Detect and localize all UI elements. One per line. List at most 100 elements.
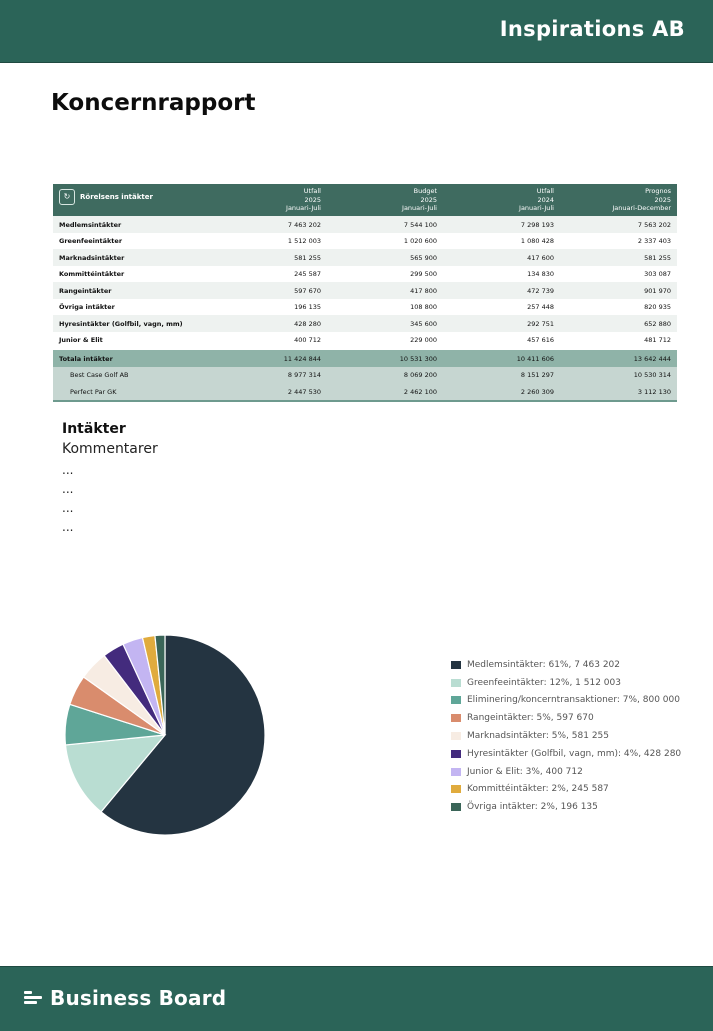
cell-value: 597 670 — [294, 286, 321, 295]
legend-label: Rangeintäkter: 5%, 597 670 — [467, 713, 594, 724]
row-label: Hyresintäkter (Golfbil, vagn, mm) — [59, 319, 183, 328]
table-title-cell: ↻ Rörelsens intäkter — [59, 188, 153, 206]
row-label: Greenfeeintäkter — [59, 237, 123, 245]
cell-value: 2 462 100 — [403, 387, 437, 396]
total-row: Totala intäkter 11 424 844 10 531 300 10… — [53, 350, 677, 367]
column-header-line: Januari-Juli — [286, 204, 321, 212]
cell-value: 1 512 003 — [287, 237, 321, 245]
logo-icon — [24, 990, 42, 1006]
cell-value: 417 600 — [527, 253, 554, 262]
cell-value: 3 112 130 — [637, 387, 671, 396]
cell-value: 400 712 — [294, 336, 321, 344]
cell-value: 196 135 — [294, 303, 321, 311]
revenue-table: ↻ Rörelsens intäkter Utfall 2025 Januari… — [53, 184, 677, 402]
cell-value: 229 000 — [410, 336, 437, 344]
cell-value: 8 069 200 — [403, 371, 437, 379]
row-label: Kommittéintäkter — [59, 270, 125, 278]
column-header: Utfall 2024 Januari-Juli — [484, 187, 554, 213]
legend-label: Övriga intäkter: 2%, 196 135 — [467, 802, 598, 813]
cell-value: 820 935 — [644, 303, 671, 311]
cell-value: 345 600 — [410, 319, 437, 328]
legend-label: Hyresintäkter (Golfbil, vagn, mm): 4%, 4… — [467, 748, 682, 759]
cell-value: 1 020 600 — [403, 237, 437, 245]
row-label: Perfect Par GK — [70, 387, 117, 396]
table-row: Junior & Elit 400 712 229 000 457 616 48… — [53, 331, 677, 348]
legend-swatch — [451, 732, 461, 741]
legend-swatch — [451, 678, 461, 687]
revenue-pie-chart — [64, 634, 266, 836]
table-title: Rörelsens intäkter — [80, 193, 153, 201]
cell-value: 10 411 606 — [516, 354, 554, 363]
legend-item: Junior & Elit: 3%, 400 712 — [451, 763, 681, 781]
subsidiary-row: Best Case Golf AB 8 977 314 8 069 200 8 … — [53, 366, 677, 383]
cell-value: 299 500 — [410, 270, 437, 278]
row-label: Övriga intäkter — [59, 303, 115, 311]
cell-value: 417 800 — [410, 286, 437, 295]
legend-swatch — [451, 785, 461, 794]
column-header-line: Budget — [413, 187, 437, 195]
legend-item: Greenfeeintäkter: 12%, 1 512 003 — [451, 674, 681, 692]
cell-value: 8 977 314 — [287, 371, 321, 379]
column-header-line: 2024 — [537, 195, 554, 204]
column-header: Prognos 2025 Januari-December — [571, 187, 671, 213]
cell-value: 565 900 — [410, 253, 437, 262]
legend-label: Greenfeeintäkter: 12%, 1 512 003 — [467, 677, 621, 688]
legend-label: Marknadsintäkter: 5%, 581 255 — [467, 731, 609, 742]
table-row: Rangeintäkter 597 670 417 800 472 739 90… — [53, 282, 677, 299]
legend-label: Eliminering/koncerntransaktioner: 7%, 80… — [467, 695, 680, 706]
row-label: Totala intäkter — [59, 354, 113, 363]
legend-swatch — [451, 803, 461, 812]
cell-value: 13 642 444 — [633, 354, 671, 363]
column-header-line: 2025 — [420, 195, 437, 204]
legend-item: Eliminering/koncerntransaktioner: 7%, 80… — [451, 692, 681, 710]
column-header-line: Utfall — [536, 187, 554, 195]
refresh-icon: ↻ — [59, 189, 75, 205]
cell-value: 428 280 — [294, 319, 321, 328]
company-name: Inspirations AB — [499, 17, 685, 41]
legend-swatch — [451, 660, 461, 669]
subsidiary-row: Perfect Par GK 2 447 530 2 462 100 2 260… — [53, 383, 677, 402]
cell-value: 10 531 300 — [399, 354, 437, 363]
legend-swatch — [451, 767, 461, 776]
legend-item: Marknadsintäkter: 5%, 581 255 — [451, 727, 681, 745]
cell-value: 581 255 — [294, 253, 321, 262]
cell-value: 7 463 202 — [287, 220, 321, 229]
cell-value: 2 447 530 — [287, 387, 321, 396]
pie-slice — [154, 634, 166, 736]
brand-name: Business Board — [50, 986, 227, 1010]
business-board-logo: Business Board — [24, 986, 226, 1010]
column-header-line: 2025 — [304, 195, 321, 204]
cell-value: 481 712 — [644, 336, 671, 344]
column-header: Budget 2025 Januari-Juli — [367, 187, 437, 213]
cell-value: 292 751 — [527, 319, 554, 328]
table-row: Övriga intäkter 196 135 108 800 257 448 … — [53, 298, 677, 315]
comment-placeholder: ... — [62, 482, 74, 496]
cell-value: 581 255 — [644, 253, 671, 262]
report-footer: Business Board — [0, 966, 713, 1031]
column-header: Utfall 2025 Januari-Juli — [251, 187, 321, 213]
report-header: Inspirations AB — [0, 0, 713, 63]
legend-label: Junior & Elit: 3%, 400 712 — [467, 766, 583, 777]
column-header-line: Januari-December — [612, 204, 671, 212]
pie-slice — [64, 734, 167, 813]
legend-item: Rangeintäkter: 5%, 597 670 — [451, 709, 681, 727]
row-label: Marknadsintäkter — [59, 253, 125, 262]
legend-item: Hyresintäkter (Golfbil, vagn, mm): 4%, 4… — [451, 745, 681, 763]
cell-value: 2 260 309 — [520, 387, 554, 396]
cell-value: 901 970 — [644, 286, 671, 295]
cell-value: 2 337 403 — [637, 237, 671, 245]
cell-value: 303 087 — [644, 270, 671, 278]
cell-value: 11 424 844 — [283, 354, 321, 363]
comment-placeholder: ... — [62, 520, 74, 534]
column-header-line: Januari-Juli — [519, 204, 554, 212]
cell-value: 257 448 — [527, 303, 554, 311]
cell-value: 108 800 — [410, 303, 437, 311]
table-row: Kommittéintäkter 245 587 299 500 134 830… — [53, 265, 677, 282]
cell-value: 134 830 — [527, 270, 554, 278]
table-header: ↻ Rörelsens intäkter Utfall 2025 Januari… — [53, 184, 677, 216]
cell-value: 8 151 297 — [520, 371, 554, 379]
legend-swatch — [451, 714, 461, 723]
legend-label: Medlemsintäkter: 61%, 7 463 202 — [467, 659, 620, 670]
cell-value: 652 880 — [644, 319, 671, 328]
cell-value: 10 530 314 — [633, 371, 671, 379]
